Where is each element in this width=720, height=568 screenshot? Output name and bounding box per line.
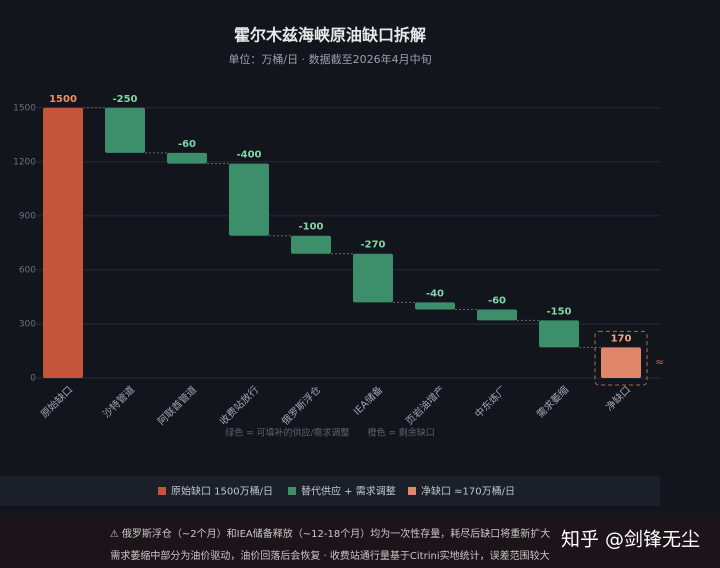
bar (353, 253, 393, 303)
watermark: 知乎 @剑锋无尘 (561, 529, 700, 551)
bar (415, 302, 455, 310)
legend-label: 原始缺口 1500万桶/日 (171, 485, 273, 498)
footer-line: ⚠ 俄罗斯浮仓（~2个月）和IEA储备释放（~12-18个月）均为一次性存量，耗… (110, 527, 550, 540)
y-tick-label: 300 (19, 319, 36, 329)
bar (539, 320, 579, 348)
bar (601, 347, 641, 378)
note: 绿色 = 可填补的供应/需求调整 橙色 = 剩余缺口 (225, 427, 435, 439)
y-tick-label: 1500 (13, 103, 36, 113)
value-label: -400 (236, 150, 261, 161)
value-label: -250 (112, 94, 137, 105)
value-label: -150 (546, 306, 571, 317)
legend-swatch (158, 487, 166, 495)
chart-subtitle: 单位：万桶/日 · 数据截至2026年4月中旬 (228, 52, 431, 66)
legend-label: 替代供应 + 需求调整 (301, 485, 396, 498)
bar (105, 107, 145, 153)
bar (167, 152, 207, 164)
value-label: -60 (488, 296, 506, 307)
y-tick-label: 1200 (13, 157, 36, 167)
value-label: -60 (178, 139, 196, 150)
annotation: ≈ (655, 356, 664, 369)
y-tick-label: 900 (19, 211, 36, 221)
legend-label: 净缺口 ≈170万桶/日 (421, 485, 515, 498)
value-label: -40 (426, 288, 444, 299)
bar (291, 235, 331, 254)
chart-title: 霍尔木兹海峡原油缺口拆解 (234, 26, 426, 45)
value-label: 1500 (49, 94, 77, 105)
y-tick-label: 600 (19, 265, 36, 275)
value-label: -270 (360, 240, 385, 251)
legend-swatch (408, 487, 416, 495)
value-label: 170 (611, 333, 632, 344)
value-label: -100 (298, 222, 323, 233)
footer-line: 需求萎缩中部分为油价驱动，油价回落后会恢复 · 收费站通行量基于Citrini实… (110, 549, 549, 562)
bar (477, 309, 517, 321)
bar (43, 107, 83, 379)
highlight-box (594, 330, 648, 386)
bar (229, 163, 269, 236)
legend-swatch (288, 487, 296, 495)
footer-box (0, 514, 720, 568)
legend-box (0, 476, 660, 506)
